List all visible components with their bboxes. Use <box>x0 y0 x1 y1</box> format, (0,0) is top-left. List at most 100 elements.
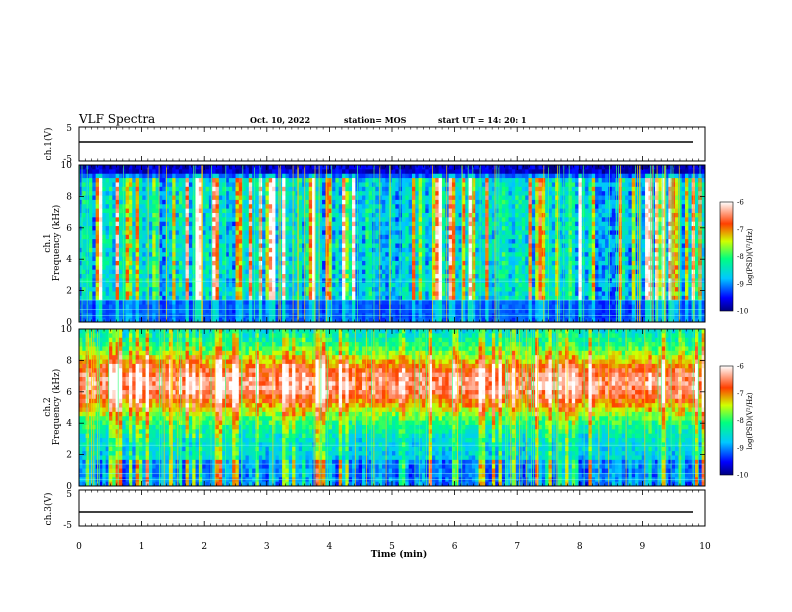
spectrogram-cell <box>208 260 213 266</box>
spectrogram-cell <box>192 208 196 214</box>
spectrogram-cell <box>332 199 336 205</box>
spectrogram-cell <box>515 178 519 183</box>
spectrogram-cell <box>208 226 213 231</box>
spectrogram-cell <box>108 204 113 210</box>
spectrogram-cell <box>368 287 373 292</box>
spectrogram-cell <box>168 260 173 266</box>
spectrogram-cell <box>531 182 536 188</box>
spectrogram-cell <box>225 252 230 257</box>
spectrogram-cell <box>142 243 146 249</box>
spectrogram-cell <box>88 208 93 214</box>
spectrogram-cell <box>322 243 326 249</box>
spectrogram-cell <box>491 287 496 292</box>
spectrogram-cell <box>415 195 420 201</box>
spectrogram-cell <box>328 191 333 196</box>
spectrogram-cell <box>95 300 100 305</box>
spectrogram-cell <box>428 308 433 314</box>
spectrogram-cell <box>225 282 230 288</box>
spectrogram-cell <box>158 165 163 170</box>
spectrogram-cell <box>431 173 436 179</box>
spectrogram-cell <box>348 226 353 231</box>
spectrogram-cell <box>155 269 160 275</box>
spectrogram-cell <box>421 256 426 262</box>
spectrogram-cell <box>395 204 400 210</box>
spectrogram-cell <box>268 265 273 271</box>
spectrogram-cell <box>405 256 410 262</box>
spectrogram-cell <box>392 221 396 227</box>
spectrogram-cell <box>178 195 183 201</box>
spectrogram-cell <box>315 191 320 196</box>
spectrogram-cell <box>415 304 420 310</box>
spectrogram-cell <box>275 239 280 244</box>
spectrogram-cell <box>208 247 213 253</box>
spectrogram-cell <box>228 265 233 271</box>
spectrogram-cell <box>335 265 340 271</box>
spectrogram-cell <box>438 247 443 253</box>
spectrogram-cell <box>228 199 233 205</box>
spectrogram-cell <box>485 308 489 314</box>
spectrogram-cell <box>378 265 383 271</box>
spectrogram-cell <box>401 295 406 301</box>
spectrogram-cell <box>382 221 386 227</box>
spectrogram-cell <box>212 169 216 175</box>
spectrogram-cell <box>79 221 83 227</box>
spectrogram-cell <box>498 256 503 262</box>
spectrogram-cell <box>322 269 326 275</box>
spectrogram-cell <box>182 304 186 310</box>
spectrogram-cell <box>378 317 383 322</box>
spectrogram-cell <box>112 221 117 227</box>
spectrogram-cell <box>208 234 213 240</box>
spectrogram-cell <box>385 169 390 175</box>
spectrogram-cell <box>375 230 380 236</box>
spectrogram-cell <box>265 274 270 279</box>
spectrogram-cell <box>435 282 440 288</box>
spectrogram-cell <box>421 234 426 240</box>
spectrogram-cell <box>125 221 130 227</box>
spectrogram-cell <box>521 191 526 196</box>
spectrogram-cell <box>382 274 386 279</box>
spectrogram-cell <box>195 269 200 275</box>
spectrogram-cell <box>362 191 366 196</box>
spectrogram-cell <box>218 239 223 244</box>
spectrogram-cell <box>162 212 166 218</box>
spectrogram-cell <box>118 204 123 210</box>
spectrogram-cell <box>315 291 320 297</box>
spectrogram-cell <box>95 247 100 253</box>
spectrogram-cell <box>112 304 117 310</box>
spectrogram-cell <box>375 256 380 262</box>
spectrogram-cell <box>138 226 143 231</box>
spectrogram-cell <box>242 300 246 305</box>
spectrogram-cell <box>248 173 253 179</box>
spectrogram-cell <box>498 252 503 257</box>
spectrogram-cell <box>375 199 380 205</box>
spectrogram-cell <box>248 191 253 196</box>
spectrogram-cell <box>312 221 316 227</box>
spectrogram-cell <box>135 256 140 262</box>
spectrogram-cell <box>375 165 380 170</box>
spectrogram-cell <box>332 173 336 179</box>
spectrogram-cell <box>235 234 240 240</box>
spectrogram-cell <box>245 278 250 284</box>
spectrogram-cell <box>481 165 486 170</box>
spectrogram-cell <box>79 265 83 271</box>
spectrogram-cell <box>285 212 290 218</box>
spectrogram-cell <box>395 234 400 240</box>
spectrogram-cell <box>448 226 453 231</box>
spectrogram-cell <box>108 178 113 183</box>
spectrogram-cell <box>528 247 533 253</box>
spectrogram-cell <box>148 269 153 275</box>
spectrogram-cell <box>441 195 446 201</box>
spectrogram-cell <box>272 217 276 223</box>
spectrogram-cell <box>282 295 286 301</box>
spectrogram-cell <box>375 195 380 201</box>
spectrogram-cell <box>195 247 200 253</box>
spectrogram-cell <box>288 195 293 201</box>
spectrogram-cell <box>258 191 263 196</box>
spectrogram-cell <box>218 274 223 279</box>
spectrogram-cell <box>488 300 493 305</box>
spectrogram-cell <box>155 208 160 214</box>
spectrogram-cell <box>305 252 310 257</box>
spectrogram-cell <box>451 212 456 218</box>
spectrogram-cell <box>338 186 343 192</box>
spectrogram-cell <box>122 300 127 305</box>
